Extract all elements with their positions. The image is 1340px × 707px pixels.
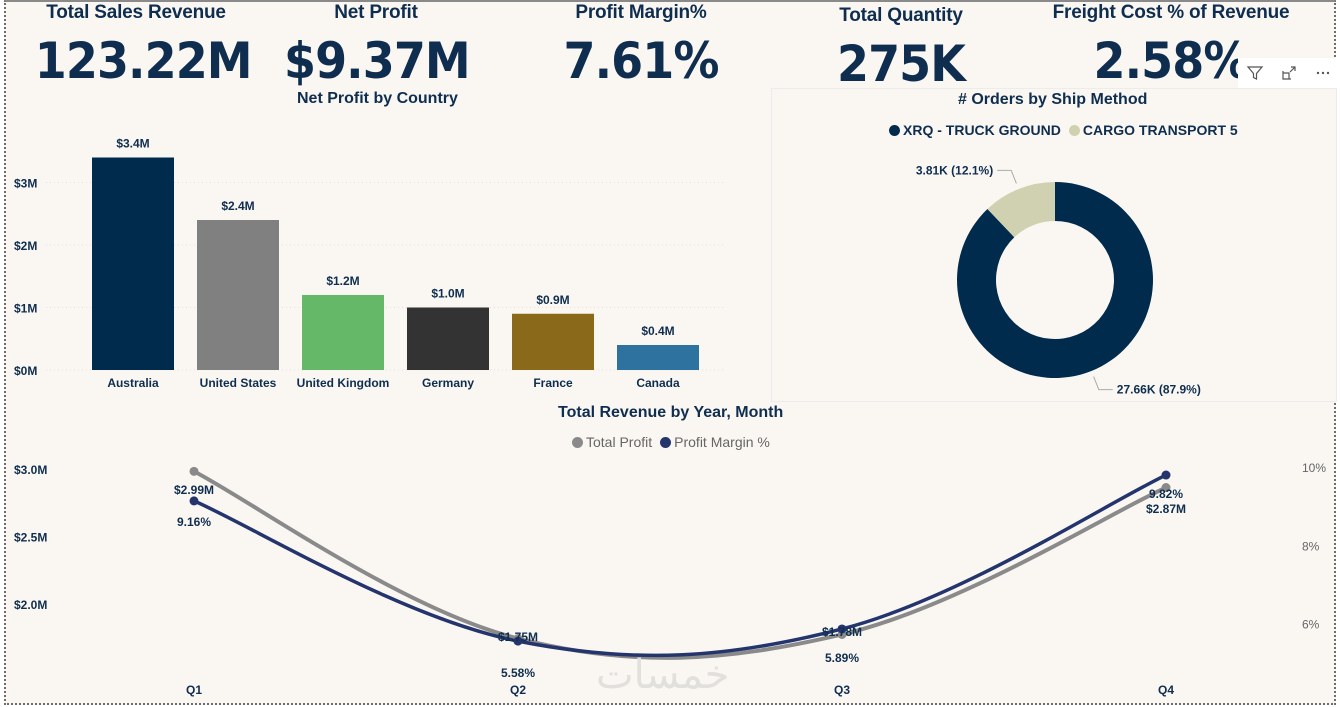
y-tick-label: $0M [14, 364, 37, 378]
data-label: $3.4M [116, 137, 149, 151]
point-profit-margin [1161, 470, 1171, 480]
data-label: $0.4M [641, 324, 674, 338]
kpi-value: $9.37M [284, 32, 471, 90]
filter-icon[interactable] [1242, 60, 1268, 86]
line-total-profit [192, 469, 1168, 660]
data-label-profit-margin: 5.58% [501, 666, 535, 680]
watermark: خمسات [596, 652, 730, 698]
bar-france [512, 313, 594, 370]
data-label-profit-margin: 9.82% [1149, 487, 1183, 501]
y-left-tick-label: $2.0M [14, 598, 47, 612]
legend-item-profit-margin[interactable]: Profit Margin % [660, 434, 770, 450]
x-tick-label: United States [200, 376, 277, 390]
total-revenue-by-quarter-chart: $2.0M $2.5M $3.0M 6% 8% 10% Q1 Q2 Q3 Q4 $2.99M $1.7… [14, 461, 1326, 697]
x-tick-label: Germany [422, 376, 474, 390]
x-tick-label: United Kingdom [297, 376, 390, 390]
orders-by-ship-method-card[interactable]: # Orders by Ship Method XRQ - TRUCK GROU… [771, 88, 1337, 402]
legend-item-total-profit[interactable]: Total Profit [572, 434, 652, 450]
y-right-tick-label: 10% [1302, 461, 1326, 475]
donut-chart: 27.66K (87.9%) 3.81K (12.1%) [916, 163, 1201, 397]
kpi-value: 2.58% [1093, 32, 1250, 90]
x-tick-label: France [533, 376, 573, 390]
point-total-profit [1161, 483, 1171, 493]
kpi-profit-margin[interactable]: Profit Margin% 7.61% [546, 2, 736, 86]
bar-canada [617, 345, 699, 370]
data-label-profit-margin: 9.16% [177, 515, 211, 529]
data-label: $1.0M [431, 287, 464, 301]
report-canvas: Total Sales Revenue 123.22M Net Profit $… [4, 0, 1340, 705]
legend-marker [1068, 124, 1080, 136]
kpi-label: Profit Margin% [575, 2, 707, 23]
data-label-profit-margin: 5.89% [825, 651, 859, 665]
x-tick-label: Q1 [186, 683, 202, 697]
bar-germany [407, 307, 489, 370]
y-right-tick-label: 8% [1302, 539, 1320, 553]
x-tick-label: Q4 [1158, 683, 1174, 697]
donut-slice-xrq-truck-ground [956, 182, 1153, 378]
data-label-total-profit: $1.75M [498, 630, 538, 644]
visual-header [1238, 58, 1340, 88]
kpi-label: Total Sales Revenue [46, 2, 226, 23]
legend-label: Total Profit [586, 434, 653, 450]
legend-label: CARGO TRANSPORT 5 [1082, 122, 1238, 138]
y-left-tick-label: $2.5M [14, 530, 47, 544]
y-tick-label: $3M [14, 177, 37, 191]
leader-line [1093, 376, 1113, 391]
point-profit-margin [837, 624, 847, 634]
leader-line [997, 169, 1017, 184]
line-chart-title: Total Revenue by Year, Month [558, 404, 784, 421]
kpi-label: Total Quantity [839, 5, 963, 26]
legend-label: XRQ - TRUCK GROUND [903, 122, 1061, 138]
kpi-total-quantity[interactable]: Total Quantity 275K [806, 5, 996, 89]
x-tick-label: Q2 [510, 683, 526, 697]
legend-item-truck-ground[interactable]: XRQ - TRUCK GROUND [889, 122, 1061, 138]
y-left-tick-label: $3.0M [14, 463, 47, 477]
y-right-tick-label: 6% [1302, 618, 1320, 632]
kpi-label: Net Profit [334, 2, 418, 23]
kpi-total-sales-revenue[interactable]: Total Sales Revenue 123.22M [26, 2, 253, 90]
data-label-total-profit: $2.99M [174, 483, 214, 497]
data-label: $2.4M [221, 199, 254, 213]
donut-slice-cargo-transport-5 [987, 182, 1055, 238]
donut-data-label: 27.66K (87.9%) [1117, 383, 1201, 397]
legend-marker [572, 436, 583, 448]
legend-marker [889, 124, 900, 136]
kpi-value: 7.61% [563, 32, 720, 90]
net-profit-by-country-chart: $0M $1M $2M $3M $3.4M Australia $2.4M United St… [14, 137, 726, 390]
kpi-value: 275K [837, 35, 966, 93]
data-label-total-profit: $1.78M [822, 625, 862, 639]
line-legend: Total Profit Profit Margin % [572, 434, 770, 450]
donut-legend: XRQ - TRUCK GROUND CARGO TRANSPORT 5 [889, 122, 1238, 138]
kpi-net-profit[interactable]: Net Profit $9.37M [276, 2, 476, 86]
x-tick-label: Q3 [834, 683, 850, 697]
point-profit-margin [513, 636, 523, 646]
focus-mode-icon[interactable] [1276, 60, 1302, 86]
legend-label: Profit Margin % [674, 434, 770, 450]
x-tick-label: Australia [107, 376, 159, 390]
bar-united-kingdom [302, 295, 384, 370]
x-tick-label: Canada [636, 376, 680, 390]
bar-australia [92, 157, 174, 370]
kpi-freight-cost[interactable]: Freight Cost % of Revenue 2.58% [1046, 2, 1296, 86]
kpi-value: 123.22M [34, 32, 253, 90]
data-label: $0.9M [536, 293, 569, 307]
legend-marker [660, 436, 672, 448]
more-options-icon[interactable] [1310, 60, 1336, 86]
legend-item-cargo-transport[interactable]: CARGO TRANSPORT 5 [1068, 122, 1238, 138]
point-profit-margin [189, 496, 199, 506]
y-tick-label: $1M [14, 302, 37, 316]
kpi-label: Freight Cost % of Revenue [1052, 2, 1290, 23]
bar-chart-title: Net Profit by Country [297, 90, 458, 107]
data-label: $1.2M [326, 274, 359, 288]
point-total-profit [189, 466, 199, 476]
bar-united-states [197, 220, 279, 370]
data-label-total-profit: $2.87M [1146, 502, 1186, 516]
line-profit-margin [192, 473, 1168, 658]
donut-chart-title: # Orders by Ship Method [958, 91, 1148, 108]
y-tick-label: $2M [14, 239, 37, 253]
donut-data-label: 3.81K (12.1%) [916, 163, 993, 177]
